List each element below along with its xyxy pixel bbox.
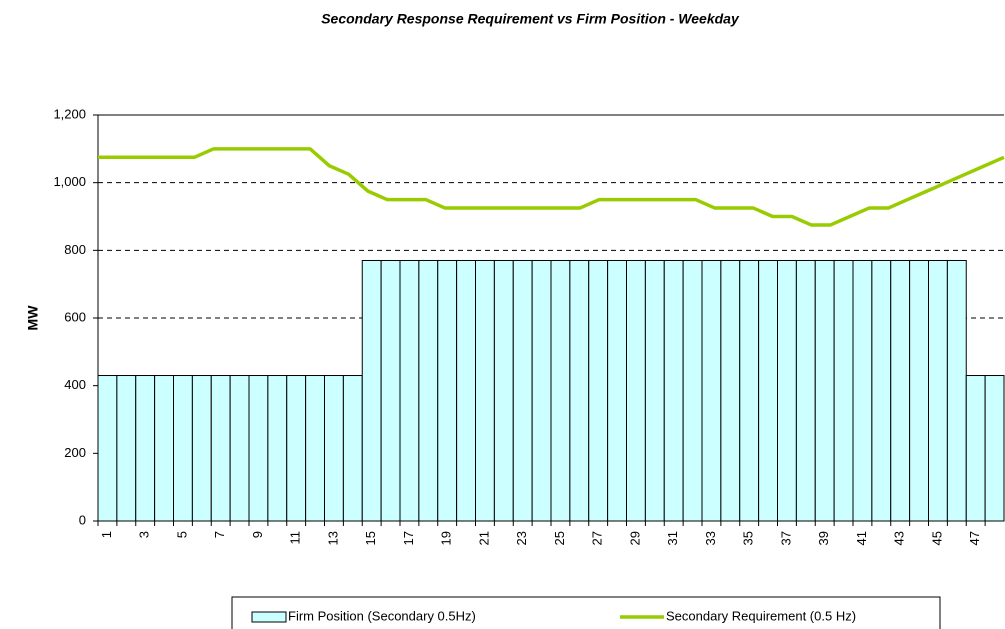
x-tick-label: 21 [476, 531, 491, 545]
bar [116, 375, 137, 522]
bar [852, 259, 873, 522]
x-tick-label: 7 [212, 531, 227, 538]
x-tick-label: 5 [174, 531, 189, 538]
bar [135, 375, 156, 522]
bar [946, 259, 967, 522]
bar [720, 259, 741, 522]
x-tick-label: 47 [967, 531, 982, 545]
x-tick-label: 35 [741, 531, 756, 545]
x-tick-label: 3 [137, 531, 152, 538]
bar [173, 375, 193, 522]
line-series [98, 147, 1005, 227]
bar [154, 375, 174, 522]
x-tick-label: 43 [892, 531, 907, 545]
x-tick-label: 33 [703, 531, 718, 545]
bar [286, 375, 307, 522]
bar [682, 259, 703, 522]
bar [644, 259, 665, 522]
bar [531, 259, 552, 522]
x-tick-label: 13 [325, 531, 340, 545]
x-tick-label: 23 [514, 531, 529, 545]
x-tick-label: 1 [99, 531, 114, 538]
bar [871, 259, 892, 522]
y-tick-label: 200 [64, 445, 86, 460]
bar [305, 375, 325, 522]
bar [342, 375, 363, 522]
bar [795, 259, 816, 522]
bar [890, 259, 911, 522]
x-tick-label: 27 [590, 531, 605, 545]
x-tick-label: 11 [288, 531, 303, 545]
bar [607, 259, 627, 522]
bar [909, 259, 929, 522]
legend-label: Secondary Requirement (0.5 Hz) [666, 608, 856, 623]
bar [512, 259, 533, 522]
y-tick-label: 600 [64, 309, 86, 324]
bar [569, 259, 590, 522]
bar [833, 259, 854, 522]
y-axis-title: MW [25, 305, 41, 331]
bar [456, 259, 476, 522]
x-tick-label: 41 [854, 531, 869, 545]
bar [758, 259, 778, 522]
legend-swatch [251, 611, 287, 623]
x-tick-label: 25 [552, 531, 567, 545]
bar [437, 259, 458, 522]
bar [588, 259, 609, 522]
bar [97, 375, 118, 522]
bar [550, 259, 571, 522]
bar [361, 259, 382, 522]
bar [626, 259, 646, 522]
bar [475, 259, 495, 522]
x-tick-label: 19 [439, 531, 454, 545]
bar [191, 375, 212, 522]
bar [418, 259, 439, 522]
legend-label: Firm Position (Secondary 0.5Hz) [288, 608, 476, 623]
y-tick-label: 400 [64, 377, 86, 392]
chart-title: Secondary Response Requirement vs Firm P… [321, 11, 740, 27]
bar [380, 259, 401, 522]
x-tick-label: 17 [401, 531, 416, 545]
bar [814, 259, 835, 522]
x-tick-label: 39 [816, 531, 831, 545]
bar [324, 375, 344, 522]
legend-box [231, 596, 941, 629]
bar [267, 375, 288, 522]
bar [965, 375, 986, 522]
bar [663, 259, 684, 522]
x-tick-label: 29 [627, 531, 642, 545]
bar [248, 375, 269, 522]
bar [493, 259, 514, 522]
bar [928, 259, 948, 522]
bar [984, 375, 1005, 522]
y-tick-label: 0 [79, 512, 86, 527]
x-tick-label: 9 [250, 531, 265, 538]
x-tick-label: 45 [929, 531, 944, 545]
x-tick-label: 37 [778, 531, 793, 545]
y-tick-label: 1,000 [53, 174, 86, 189]
bar [777, 259, 797, 522]
bar [210, 375, 231, 522]
x-tick-label: 31 [665, 531, 680, 545]
bar [739, 259, 760, 522]
y-tick-label: 1,200 [53, 106, 86, 121]
x-tick-label: 15 [363, 531, 378, 545]
y-tick-label: 800 [64, 242, 86, 257]
bar [229, 375, 250, 522]
bar [399, 259, 420, 522]
bar [701, 259, 722, 522]
